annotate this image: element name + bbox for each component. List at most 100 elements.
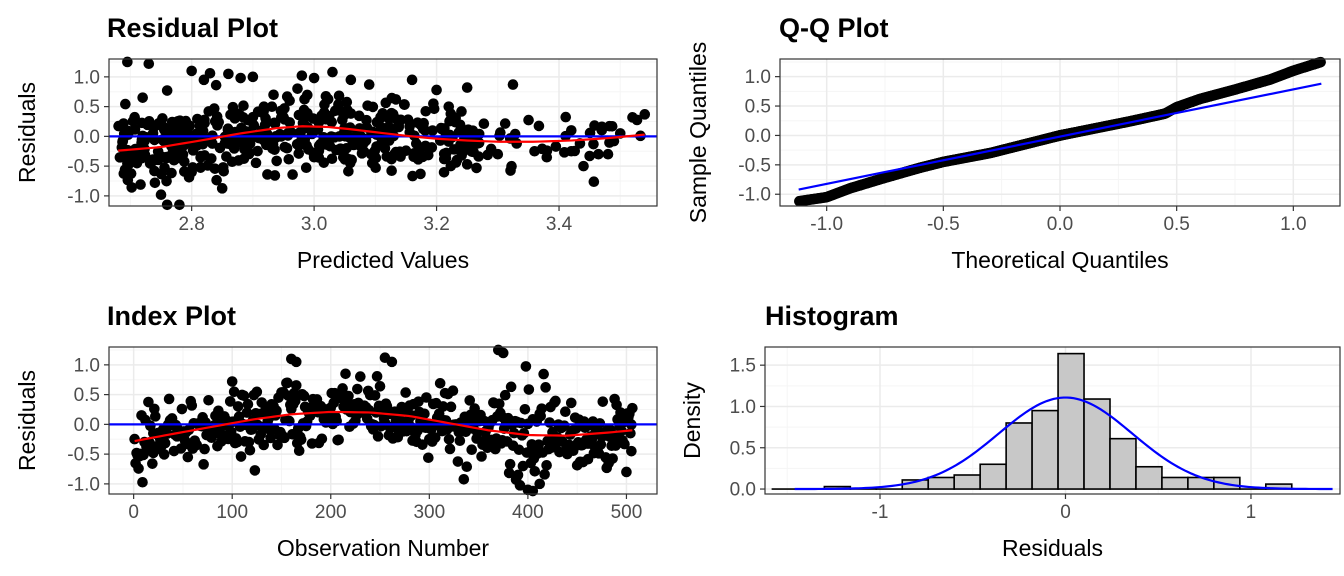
residual-plot: Residual Plot 2.8 3.0 3.2 3.4 -1.0 -0.5 0.0 0.5 1… <box>14 13 658 273</box>
data-point <box>242 398 254 410</box>
x-tick-label: 3.4 <box>546 214 573 235</box>
data-point <box>478 118 490 130</box>
data-point <box>114 152 126 163</box>
data-point <box>203 394 214 406</box>
histogram-bar <box>1057 352 1085 490</box>
data-point <box>271 155 282 167</box>
data-point <box>265 136 276 148</box>
data-point <box>248 119 260 131</box>
data-point <box>156 168 167 180</box>
data-point <box>283 153 295 165</box>
data-point <box>303 144 314 155</box>
data-point <box>544 417 555 428</box>
data-point <box>406 74 418 86</box>
data-point <box>607 453 618 464</box>
data-point <box>588 176 600 187</box>
data-point <box>593 148 604 160</box>
data-point <box>182 451 194 463</box>
data-point <box>316 433 328 445</box>
data-point <box>507 79 519 90</box>
data-point <box>437 401 449 412</box>
data-point <box>363 79 375 90</box>
data-point <box>326 116 338 128</box>
data-point <box>337 383 348 394</box>
data-point <box>293 109 305 121</box>
data-point <box>468 146 479 158</box>
data-point <box>602 148 614 160</box>
data-point <box>157 113 168 124</box>
data-point <box>415 168 426 180</box>
data-point <box>298 390 310 402</box>
x-tick-label: 0.5 <box>1163 214 1189 235</box>
data-point <box>595 439 607 450</box>
data-point <box>523 114 534 126</box>
data-point <box>604 120 615 132</box>
data-point <box>143 58 155 70</box>
plot-border <box>764 346 1341 495</box>
data-point <box>439 123 450 134</box>
residual-plot-panel: Residual Plot 2.8 3.0 3.2 3.4 -1.0 -0.5 0.0 0.5 1… <box>0 0 672 288</box>
bars-layer <box>771 352 1319 490</box>
data-point <box>216 183 228 194</box>
data-point <box>380 97 392 109</box>
y-axis-label: Sample Quantiles <box>685 42 711 224</box>
data-point <box>271 405 282 416</box>
y-tick-label: 0.0 <box>74 415 100 436</box>
data-point <box>143 396 154 408</box>
data-point <box>150 411 161 422</box>
data-point <box>187 145 199 156</box>
data-point <box>358 146 370 157</box>
data-point <box>343 166 354 177</box>
data-point <box>570 423 582 434</box>
data-point <box>400 387 411 398</box>
data-point <box>627 112 638 123</box>
data-point <box>161 199 173 211</box>
data-point <box>243 436 255 448</box>
y-axis-label: Residuals <box>14 370 40 471</box>
data-point <box>343 390 354 402</box>
data-point <box>428 103 440 115</box>
data-point <box>226 376 238 387</box>
data-point <box>519 404 531 415</box>
data-point <box>503 467 515 479</box>
data-point <box>117 136 128 148</box>
y-tick-label: 0.5 <box>74 97 100 118</box>
histogram-bar <box>1135 465 1163 490</box>
data-point <box>213 116 225 128</box>
data-point <box>250 157 262 169</box>
data-point <box>339 151 351 163</box>
data-point <box>366 157 378 169</box>
data-point <box>231 436 243 448</box>
data-point <box>135 179 146 190</box>
data-point <box>181 129 192 141</box>
data-point <box>238 153 250 165</box>
data-point <box>341 96 353 108</box>
data-point <box>279 432 290 444</box>
data-point <box>565 125 577 136</box>
y-tick-label: 0.0 <box>74 127 100 148</box>
data-point <box>386 356 398 368</box>
data-point <box>296 70 308 81</box>
data-point <box>236 138 248 149</box>
data-point <box>320 90 332 102</box>
data-point <box>260 113 271 124</box>
data-point <box>208 103 220 114</box>
data-point <box>137 92 148 103</box>
data-point <box>174 199 185 211</box>
data-point <box>152 146 164 157</box>
data-point <box>438 166 450 178</box>
data-point <box>186 400 198 411</box>
data-point <box>241 407 253 418</box>
y-tick-label: 0.5 <box>74 385 100 406</box>
data-point <box>560 406 571 418</box>
data-point <box>476 451 487 462</box>
data-point <box>345 108 357 119</box>
qq-reference-line <box>798 82 1322 191</box>
data-point <box>176 403 188 415</box>
x-axis-label: Theoretical Quantiles <box>951 247 1168 273</box>
data-point <box>133 463 144 474</box>
data-point <box>597 396 609 407</box>
data-point <box>431 84 442 96</box>
data-point <box>258 439 270 451</box>
data-point <box>238 100 249 112</box>
